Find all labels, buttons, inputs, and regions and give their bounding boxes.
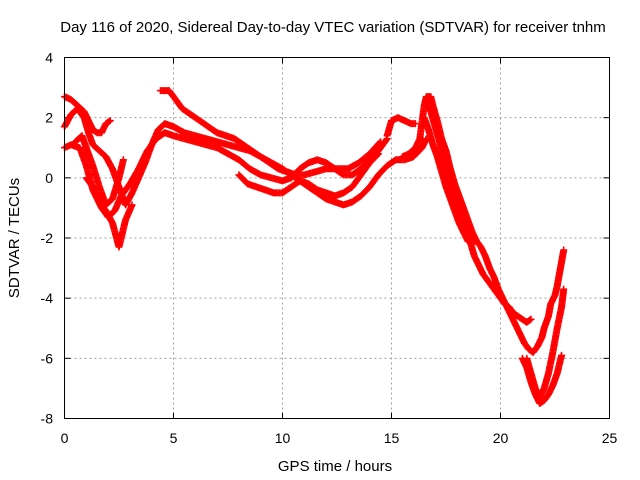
- data-point: [527, 315, 535, 323]
- data-point: [468, 240, 476, 248]
- series-segment-6: [156, 87, 385, 179]
- x-tick-label: 5: [170, 430, 178, 446]
- data-point: [373, 151, 381, 159]
- data-point: [377, 138, 385, 146]
- data-point: [105, 117, 113, 125]
- x-tick-label: 10: [275, 430, 291, 446]
- series-segment-4: [82, 174, 136, 251]
- y-tick-labels: 4 2 0 -2 -4 -6 -8: [41, 50, 54, 427]
- y-tick-label: -8: [41, 411, 54, 427]
- data-point: [382, 136, 390, 144]
- data-point: [558, 351, 566, 359]
- data-point: [560, 285, 568, 293]
- series-segment-3: [61, 93, 114, 137]
- x-tick-labels: 0 5 10 15 20 25: [61, 430, 618, 446]
- data-point: [467, 239, 475, 247]
- data-point: [106, 117, 114, 125]
- y-tick-label: 4: [45, 50, 53, 66]
- data-point: [128, 201, 136, 209]
- series-segment-7: [235, 150, 382, 200]
- plot-frame: [64, 57, 610, 419]
- data-point: [560, 246, 568, 254]
- data-points: [61, 87, 568, 407]
- y-tick-label: -4: [41, 290, 54, 306]
- data-point: [374, 150, 382, 158]
- series-segment-11: [420, 114, 476, 248]
- y-axis-label: SDTVAR / TECUs: [6, 178, 23, 298]
- series-segment-8: [383, 114, 419, 140]
- y-tick-label: 0: [45, 170, 53, 186]
- chart-title: Day 116 of 2020, Sidereal Day-to-day VTE…: [60, 19, 606, 36]
- series-segment-10: [422, 99, 535, 326]
- data-point: [376, 139, 384, 147]
- data-point: [526, 316, 534, 324]
- data-point: [119, 156, 127, 164]
- data-point: [411, 120, 419, 128]
- x-tick-label: 25: [602, 430, 618, 446]
- x-tick-label: 15: [384, 430, 400, 446]
- x-tick-label: 0: [61, 430, 69, 446]
- y-tick-label: 2: [45, 110, 53, 126]
- x-axis-label: GPS time / hours: [278, 458, 392, 475]
- y-tick-label: -2: [41, 230, 54, 246]
- series-segment-5: [71, 132, 127, 209]
- x-tick-label: 20: [493, 430, 509, 446]
- series-segment-13: [523, 285, 568, 401]
- series-segment-9: [398, 93, 568, 356]
- y-tick-label: -6: [41, 350, 54, 366]
